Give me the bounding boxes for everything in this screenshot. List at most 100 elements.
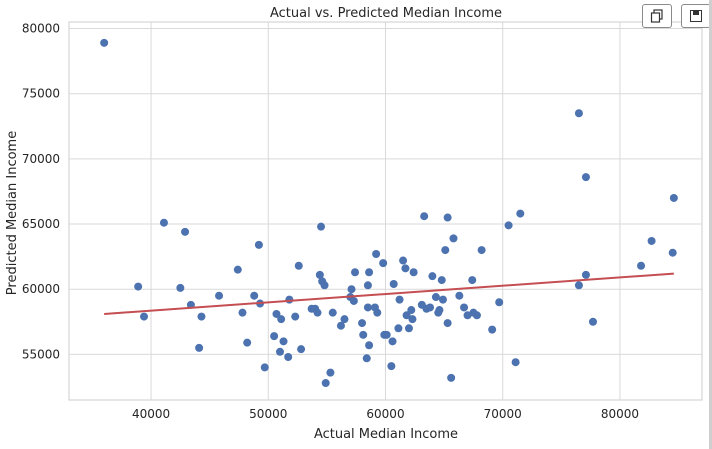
data-point (277, 315, 286, 324)
data-point (294, 261, 303, 270)
data-point (402, 311, 411, 320)
data-point (197, 312, 206, 321)
chart-title: Actual vs. Predicted Median Income (270, 6, 502, 21)
data-point (408, 315, 417, 324)
data-point (297, 345, 306, 354)
y-tick-label: 75000 (22, 87, 60, 101)
x-axis-label: Actual Median Income (314, 427, 458, 442)
data-point (516, 209, 525, 218)
data-point (270, 332, 279, 341)
y-axis-label: Predicted Median Income (5, 131, 20, 295)
data-point (581, 270, 590, 279)
y-tick-label: 60000 (22, 282, 60, 296)
data-point (279, 337, 288, 346)
y-tick-label: 70000 (22, 152, 60, 166)
data-point (441, 246, 450, 255)
data-point (668, 248, 677, 257)
data-point (358, 319, 367, 328)
data-point (472, 311, 481, 320)
data-point (387, 362, 396, 371)
data-point (426, 303, 435, 312)
data-point (238, 308, 247, 317)
data-point (365, 341, 374, 350)
data-point (495, 298, 504, 307)
data-point (394, 324, 403, 333)
data-point (134, 282, 143, 291)
data-point (468, 276, 477, 285)
data-point (328, 308, 337, 317)
data-point (637, 261, 646, 270)
data-point (215, 291, 224, 300)
data-points (100, 38, 678, 388)
data-point (195, 343, 204, 352)
data-point (359, 330, 368, 339)
data-point (511, 358, 520, 367)
data-point (399, 256, 408, 265)
data-point (488, 325, 497, 334)
data-point (435, 306, 444, 315)
data-point (388, 337, 397, 346)
data-point (317, 222, 326, 231)
data-point (588, 317, 597, 326)
data-point (313, 308, 322, 317)
data-point (100, 38, 109, 47)
data-point (460, 303, 469, 312)
data-point (140, 312, 149, 321)
data-point (504, 221, 513, 230)
data-point (347, 285, 356, 294)
data-point (438, 295, 447, 304)
data-point (340, 315, 349, 324)
data-point (477, 246, 486, 255)
data-point (284, 352, 293, 361)
data-point (428, 272, 437, 281)
data-point (449, 234, 458, 243)
save-button[interactable] (681, 4, 711, 28)
data-point (647, 236, 656, 245)
grid-lines (69, 22, 702, 400)
data-point (320, 281, 329, 290)
data-point (363, 303, 372, 312)
data-point (409, 268, 418, 277)
data-point (574, 109, 583, 118)
data-point (326, 368, 335, 377)
data-point (276, 347, 284, 356)
data-point (404, 324, 413, 333)
data-point (349, 296, 358, 305)
data-point (254, 240, 263, 249)
data-point (336, 321, 345, 330)
x-tick-label: 70000 (484, 407, 522, 421)
floppy-disk-icon (690, 10, 702, 22)
data-point (669, 193, 678, 202)
data-point (389, 279, 398, 288)
data-point (351, 268, 360, 277)
y-tick-label: 55000 (22, 347, 60, 361)
data-point (443, 319, 452, 328)
copy-button[interactable] (642, 4, 672, 28)
data-point (407, 306, 416, 315)
data-point (431, 293, 440, 302)
y-tick-label: 80000 (22, 22, 60, 36)
data-point (321, 379, 330, 388)
data-point (581, 173, 590, 182)
data-point (250, 291, 259, 300)
regression-line (104, 272, 674, 315)
x-tick-label: 50000 (249, 407, 287, 421)
data-point (233, 265, 242, 274)
data-point (455, 291, 464, 300)
data-point (272, 309, 281, 318)
y-tick-labels: 55000 60000 65000 70000 75000 80000 (22, 22, 60, 362)
data-point (574, 281, 583, 290)
data-point (372, 250, 381, 259)
data-point (159, 218, 168, 227)
copy-icon (650, 9, 663, 23)
data-point (176, 283, 185, 292)
data-point (362, 354, 371, 363)
data-point (365, 268, 374, 277)
data-point (291, 312, 300, 321)
data-point (443, 213, 452, 222)
x-tick-label: 40000 (132, 407, 170, 421)
data-point (363, 281, 372, 290)
data-point (285, 295, 294, 304)
data-point (395, 295, 404, 304)
